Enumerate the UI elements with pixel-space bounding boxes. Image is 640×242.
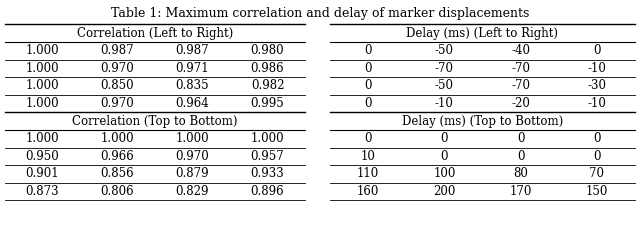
- Text: 0.982: 0.982: [251, 79, 284, 92]
- Text: 0.971: 0.971: [176, 62, 209, 75]
- Text: -40: -40: [511, 44, 530, 57]
- Text: -70: -70: [511, 79, 530, 92]
- Text: 0.987: 0.987: [176, 44, 209, 57]
- Text: 0.970: 0.970: [175, 150, 209, 163]
- Text: 0.901: 0.901: [26, 167, 60, 180]
- Text: -30: -30: [588, 79, 606, 92]
- Text: Table 1: Maximum correlation and delay of marker displacements: Table 1: Maximum correlation and delay o…: [111, 7, 529, 20]
- Text: 0.835: 0.835: [176, 79, 209, 92]
- Text: 200: 200: [433, 185, 456, 198]
- Text: 0: 0: [517, 150, 524, 163]
- Text: -10: -10: [588, 97, 606, 110]
- Text: 0.970: 0.970: [100, 97, 134, 110]
- Text: 0: 0: [364, 62, 372, 75]
- Text: 0: 0: [593, 132, 600, 145]
- Text: 1.000: 1.000: [26, 44, 60, 57]
- Text: 0: 0: [364, 44, 372, 57]
- Text: 0: 0: [593, 44, 600, 57]
- Text: Correlation (Left to Right): Correlation (Left to Right): [77, 27, 233, 39]
- Text: 0: 0: [364, 132, 372, 145]
- Text: 0: 0: [517, 132, 524, 145]
- Text: 0.950: 0.950: [26, 150, 60, 163]
- Text: 1.000: 1.000: [26, 62, 60, 75]
- Text: 1.000: 1.000: [176, 132, 209, 145]
- Text: 170: 170: [509, 185, 532, 198]
- Text: 1.000: 1.000: [100, 132, 134, 145]
- Text: 0.987: 0.987: [100, 44, 134, 57]
- Text: 80: 80: [513, 167, 528, 180]
- Text: -50: -50: [435, 44, 454, 57]
- Text: 0: 0: [440, 132, 448, 145]
- Text: -20: -20: [511, 97, 530, 110]
- Text: -10: -10: [588, 62, 606, 75]
- Text: 150: 150: [586, 185, 608, 198]
- Text: 0.957: 0.957: [251, 150, 284, 163]
- Text: Delay (ms) (Left to Right): Delay (ms) (Left to Right): [406, 27, 559, 39]
- Text: Delay (ms) (Top to Bottom): Delay (ms) (Top to Bottom): [402, 114, 563, 128]
- Text: 160: 160: [357, 185, 380, 198]
- Text: 70: 70: [589, 167, 604, 180]
- Text: 0.806: 0.806: [100, 185, 134, 198]
- Text: 0.995: 0.995: [251, 97, 284, 110]
- Text: Correlation (Top to Bottom): Correlation (Top to Bottom): [72, 114, 237, 128]
- Text: 0.856: 0.856: [100, 167, 134, 180]
- Text: 100: 100: [433, 167, 456, 180]
- Text: 0: 0: [593, 150, 600, 163]
- Text: 0: 0: [364, 97, 372, 110]
- Text: 1.000: 1.000: [26, 79, 60, 92]
- Text: 0.873: 0.873: [26, 185, 60, 198]
- Text: -50: -50: [435, 79, 454, 92]
- Text: 0.829: 0.829: [176, 185, 209, 198]
- Text: 0.966: 0.966: [100, 150, 134, 163]
- Text: 0.970: 0.970: [100, 62, 134, 75]
- Text: 0.850: 0.850: [100, 79, 134, 92]
- Text: -70: -70: [511, 62, 530, 75]
- Text: 0.879: 0.879: [176, 167, 209, 180]
- Text: 1.000: 1.000: [26, 132, 60, 145]
- Text: 0.964: 0.964: [175, 97, 209, 110]
- Text: 110: 110: [357, 167, 380, 180]
- Text: 0.933: 0.933: [251, 167, 284, 180]
- Text: -70: -70: [435, 62, 454, 75]
- Text: 0: 0: [440, 150, 448, 163]
- Text: 0.896: 0.896: [251, 185, 284, 198]
- Text: 1.000: 1.000: [251, 132, 284, 145]
- Text: 10: 10: [361, 150, 376, 163]
- Text: -10: -10: [435, 97, 454, 110]
- Text: 0.986: 0.986: [251, 62, 284, 75]
- Text: 0: 0: [364, 79, 372, 92]
- Text: 1.000: 1.000: [26, 97, 60, 110]
- Text: 0.980: 0.980: [251, 44, 284, 57]
